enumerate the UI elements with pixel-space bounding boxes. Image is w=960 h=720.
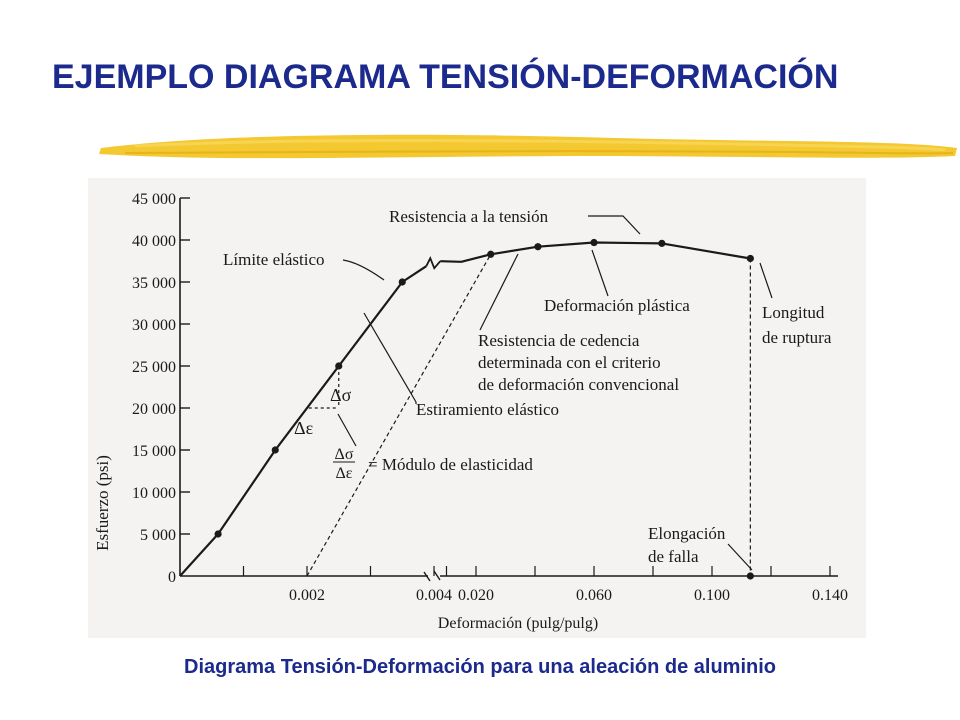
modulus-fraction-bottom: Δε — [335, 465, 352, 482]
annotation-rupture-length-line2: de ruptura — [762, 328, 832, 347]
stress-strain-chart: 0 5 000 10 000 15 000 20 000 25 000 30 000 35 0… — [93, 191, 848, 632]
annotation-failure-elongation-line1: Elongación — [648, 524, 726, 543]
delta-epsilon-label: Δε — [294, 418, 314, 438]
annotation-yield-line3: de deformación convencional — [478, 375, 679, 394]
rupture-length-leader — [759, 262, 773, 299]
slide-title: EJEMPLO DIAGRAMA TENSIÓN-DEFORMACIÓN — [52, 58, 839, 96]
x-tick-label: 0.004 — [416, 587, 452, 604]
y-axis-label: Esfuerzo (psi) — [93, 455, 112, 551]
data-point — [487, 250, 495, 258]
plastic-transition-line — [401, 265, 427, 283]
elastic-stretch-leader-1 — [363, 312, 417, 403]
figure-caption: Diagrama Tensión-Deformación para una al… — [184, 656, 776, 678]
highlighter-stroke-decoration — [99, 134, 957, 159]
elastic-region-line — [179, 281, 404, 577]
annotation-yield-line1: Resistencia de cedencia — [478, 331, 640, 350]
data-point — [590, 238, 598, 247]
data-point — [534, 243, 542, 251]
tensile-strength-leader — [588, 215, 641, 235]
curve-break-mark — [425, 256, 441, 270]
data-point — [214, 530, 222, 538]
annotation-rupture-length-line1: Longitud — [762, 303, 825, 322]
data-point — [335, 362, 343, 370]
y-tick-label: 10 000 — [132, 485, 176, 502]
y-tick-label: 40 000 — [132, 233, 176, 250]
modulus-equals-text: = Módulo de elasticidad — [368, 455, 533, 474]
failure-elongation-leader — [727, 543, 753, 571]
plastic-deformation-leader — [591, 249, 609, 297]
data-point — [746, 254, 754, 263]
y-tick-label: 5 000 — [140, 527, 176, 544]
failure-point-on-axis — [746, 572, 754, 580]
elastic-limit-leader — [342, 259, 385, 281]
offset-dashed-line — [306, 253, 492, 577]
y-tick-label: 35 000 — [132, 275, 176, 292]
x-tick-label: 0.002 — [289, 587, 325, 604]
stress-strain-figure: 0 5 000 10 000 15 000 20 000 25 000 30 000 35 0… — [88, 178, 866, 638]
x-axis-label: Deformación (pulg/pulg) — [438, 615, 598, 632]
y-tick-label: 15 000 — [132, 443, 176, 460]
modulus-fraction-top: Δσ — [335, 446, 354, 463]
y-tick-label: 0 — [168, 569, 176, 586]
annotation-tensile-strength: Resistencia a la tensión — [389, 207, 549, 226]
yield-strength-leader — [479, 253, 519, 331]
annotation-elastic-limit: Límite elástico — [223, 250, 325, 269]
delta-sigma-label: Δσ — [330, 385, 352, 405]
x-tick-label: 0.060 — [576, 587, 612, 604]
data-point — [658, 239, 666, 247]
data-point — [398, 278, 406, 286]
y-tick-label: 30 000 — [132, 317, 176, 334]
x-tick-label: 0.020 — [458, 587, 494, 604]
modulus-leader — [337, 413, 357, 447]
x-tick-label: 0.100 — [694, 587, 730, 604]
annotation-plastic-deformation: Deformación plástica — [544, 296, 690, 315]
y-tick-label: 20 000 — [132, 401, 176, 418]
data-point — [271, 446, 279, 454]
y-tick-label: 25 000 — [132, 359, 176, 376]
annotation-failure-elongation-line2: de falla — [648, 547, 699, 566]
x-tick-label: 0.140 — [812, 587, 848, 604]
x-axis-break — [423, 570, 441, 582]
annotation-yield-line2: determinada con el criterio — [478, 353, 661, 372]
annotation-elastic-stretch: Estiramiento elástico — [416, 400, 559, 419]
y-tick-label: 45 000 — [132, 191, 176, 208]
